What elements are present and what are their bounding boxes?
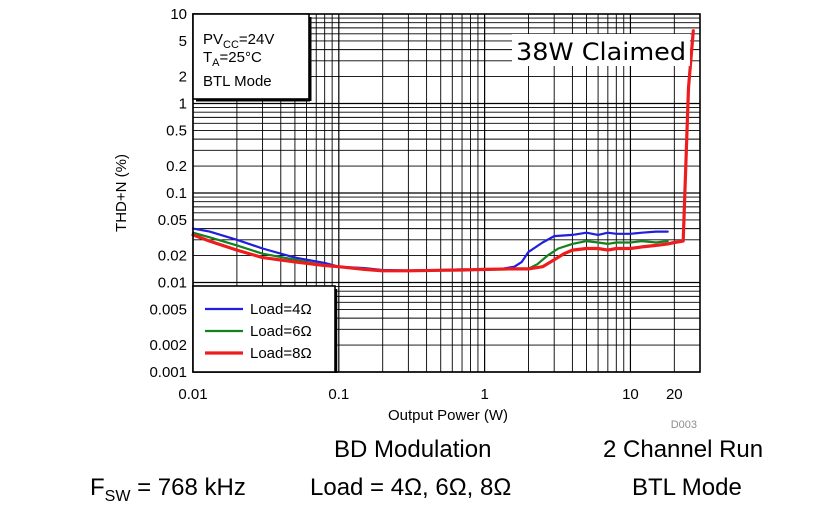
fsw-subscript: SW — [104, 487, 131, 505]
fsw-value: = 768 kHz — [130, 474, 246, 501]
y-tick-label: 0.05 — [158, 212, 187, 229]
y-tick-label: 0.1 — [166, 185, 187, 202]
x-tick-label: 0.01 — [178, 386, 207, 403]
y-tick-label: 1 — [179, 96, 187, 113]
x-tick-labels: 0.01 0.1 1 10 20 — [178, 386, 682, 403]
test-conditions-box: PVCC=24V TA=25°C BTL Mode — [192, 13, 312, 102]
btl-mode-caption: BTL Mode — [632, 474, 742, 501]
x-axis-label: Output Power (W) — [388, 407, 508, 424]
y-tick-label: 0.001 — [149, 364, 187, 381]
y-tick-label: 2 — [179, 69, 187, 86]
figure-code: D003 — [671, 419, 697, 431]
plot-frame — [192, 13, 701, 373]
y-tick-label: 0.02 — [158, 248, 187, 265]
x-tick-label: 0.1 — [328, 386, 349, 403]
modulation-caption: BD Modulation — [334, 436, 492, 463]
x-tick-label: 1 — [480, 386, 488, 403]
y-tick-label: 0.005 — [149, 301, 187, 318]
y-axis-label: THD+N (%) — [113, 154, 130, 232]
legend-label-2: Load=6Ω — [250, 323, 312, 340]
legend-label-1: Load=4Ω — [250, 301, 312, 318]
channel-run-caption: 2 Channel Run — [603, 436, 764, 463]
load-caption: Load = 4Ω, 6Ω, 8Ω — [310, 474, 512, 501]
legend: Load=4Ω Load=6Ω Load=8Ω — [192, 285, 338, 373]
y-tick-labels: 10 5 2 1 0.5 0.2 0.1 0.05 0.02 0.01 0.005 0.002 0.00… — [149, 6, 187, 381]
x-tick-label: 20 — [666, 386, 683, 403]
condition-supply: PVCC=24V — [203, 31, 274, 51]
switching-frequency-caption: FSW = 768 kHz — [90, 474, 246, 506]
y-tick-label: 0.2 — [166, 158, 187, 175]
annotation-background — [512, 34, 690, 66]
series-lines — [191, 29, 695, 273]
series-line-3 — [191, 29, 695, 273]
legend-label-3: Load=8Ω — [250, 345, 312, 362]
claimed-power-annotation: 38W Claimed — [516, 38, 686, 66]
fsw-prefix: F — [90, 474, 105, 501]
y-tick-label: 5 — [179, 33, 187, 50]
y-tick-label: 0.5 — [166, 122, 187, 139]
x-tick-label: 10 — [622, 386, 639, 403]
y-tick-label: 10 — [170, 6, 187, 23]
condition-mode: BTL Mode — [203, 73, 272, 90]
y-tick-label: 0.01 — [158, 275, 187, 292]
condition-temperature: TA=25°C — [203, 49, 262, 69]
y-tick-label: 0.002 — [149, 337, 187, 354]
